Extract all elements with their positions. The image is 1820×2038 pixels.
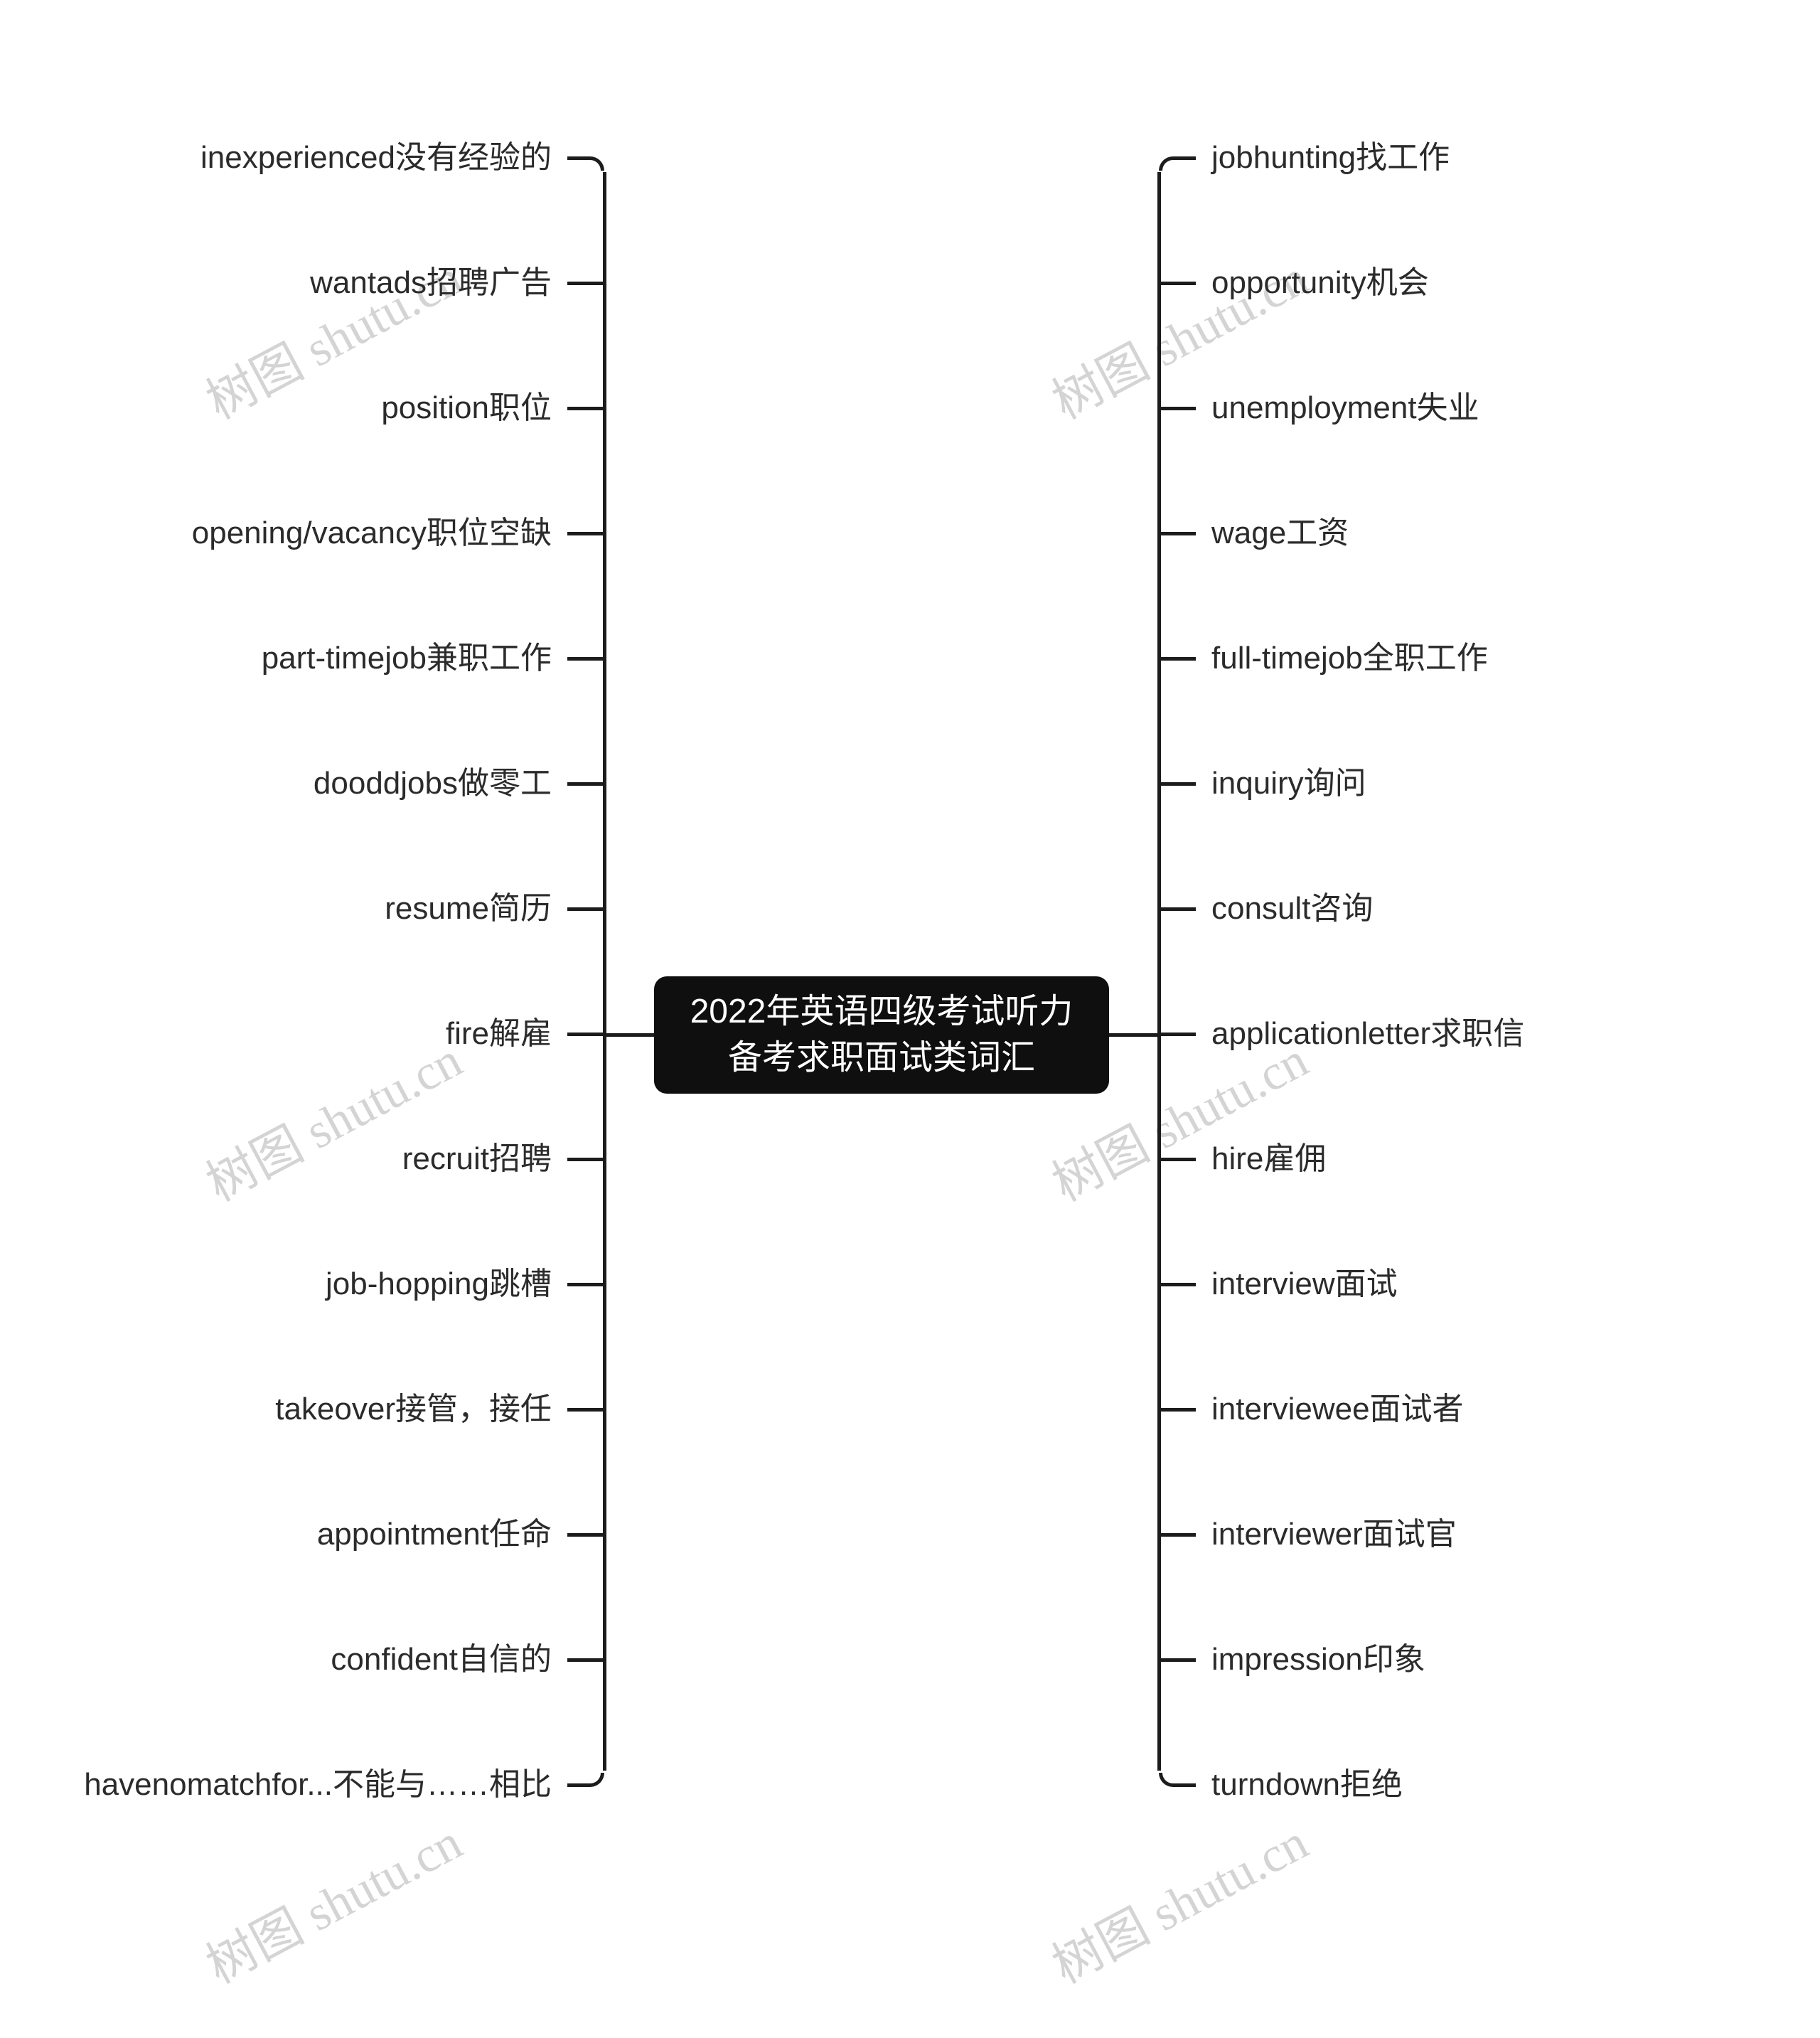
- trunk-right: [1157, 172, 1161, 1771]
- connector-stub: [1157, 1533, 1197, 1537]
- connector-stub: [1157, 1658, 1197, 1662]
- leaf-left: inexperienced没有经验的: [200, 137, 552, 178]
- connector-stub: [567, 282, 606, 285]
- leaf-right: turndown拒绝: [1211, 1764, 1403, 1805]
- center-title: 2022年英语四级考试听力备考求职面试类词汇: [690, 989, 1074, 1082]
- leaf-left: dooddjobs做零工: [314, 763, 552, 804]
- trunk-left: [603, 172, 606, 1771]
- center-node: 2022年英语四级考试听力备考求职面试类词汇: [654, 976, 1109, 1094]
- leaf-right: jobhunting找工作: [1211, 137, 1450, 178]
- leaf-left: opening/vacancy职位空缺: [192, 513, 552, 553]
- leaf-right: applicationletter求职信: [1211, 1013, 1524, 1054]
- connector-corner: [1159, 1773, 1196, 1787]
- connector-stub: [1157, 282, 1197, 285]
- center-title-line: 备考求职面试类词汇: [690, 1035, 1074, 1082]
- connector-stub: [1157, 532, 1197, 535]
- leaf-right: interviewer面试官: [1211, 1514, 1457, 1554]
- connector-stub: [1157, 782, 1197, 786]
- connector-stub: [567, 532, 606, 535]
- watermark: 树图 shutu.cn: [192, 1803, 472, 1998]
- connector-stub: [567, 1158, 606, 1161]
- connector-corner: [567, 1773, 604, 1787]
- leaf-right: interview面试: [1211, 1264, 1398, 1304]
- leaf-left: confident自信的: [331, 1639, 552, 1680]
- leaf-left: havenomatchfor...不能与……相比: [84, 1764, 552, 1805]
- watermark: 树图 shutu.cn: [1038, 1803, 1318, 1998]
- connector-stub: [567, 782, 606, 786]
- leaf-right: hire雇佣: [1211, 1138, 1326, 1179]
- connector-main-right: [1109, 1033, 1134, 1037]
- connector-corner: [567, 156, 604, 171]
- leaf-left: resume简历: [385, 888, 552, 929]
- bridge-left: [603, 1033, 630, 1037]
- leaf-right: consult咨询: [1211, 888, 1373, 929]
- connector-stub: [1157, 1158, 1197, 1161]
- center-title-line: 2022年英语四级考试听力: [690, 989, 1074, 1035]
- connector-stub: [1157, 407, 1197, 410]
- connector-corner: [1159, 156, 1196, 171]
- connector-stub: [1157, 1033, 1197, 1036]
- leaf-left: job-hopping跳槽: [326, 1264, 552, 1304]
- connector-stub: [1157, 907, 1197, 911]
- leaf-right: interviewee面试者: [1211, 1389, 1464, 1429]
- connector-stub: [567, 657, 606, 661]
- connector-stub: [567, 1033, 606, 1036]
- connector-stub: [1157, 657, 1197, 661]
- connector-stub: [567, 1658, 606, 1662]
- leaf-right: unemployment失业: [1211, 388, 1479, 428]
- leaf-right: impression印象: [1211, 1639, 1425, 1680]
- leaf-left: fire解雇: [446, 1013, 552, 1054]
- leaf-left: wantads招聘广告: [310, 262, 552, 303]
- mindmap-canvas: 树图 shutu.cn树图 shutu.cn树图 shutu.cn树图 shut…: [0, 0, 1820, 2038]
- leaf-right: opportunity机会: [1211, 262, 1429, 303]
- leaf-right: wage工资: [1211, 513, 1349, 553]
- connector-stub: [1157, 1408, 1197, 1412]
- connector-stub: [567, 407, 606, 410]
- leaf-left: takeover接管，接任: [275, 1389, 552, 1429]
- leaf-left: position职位: [381, 388, 552, 428]
- connector-stub: [567, 1533, 606, 1537]
- leaf-left: recruit招聘: [402, 1138, 552, 1179]
- connector-stub: [1157, 1283, 1197, 1286]
- connector-stub: [567, 1283, 606, 1286]
- connector-main-left: [629, 1033, 654, 1037]
- leaf-right: full-timejob全职工作: [1211, 638, 1488, 678]
- leaf-right: inquiry询问: [1211, 763, 1366, 804]
- leaf-left: part-timejob兼职工作: [262, 638, 552, 678]
- leaf-left: appointment任命: [317, 1514, 552, 1554]
- connector-stub: [567, 1408, 606, 1412]
- watermark: 树图 shutu.cn: [192, 1021, 472, 1216]
- connector-stub: [567, 907, 606, 911]
